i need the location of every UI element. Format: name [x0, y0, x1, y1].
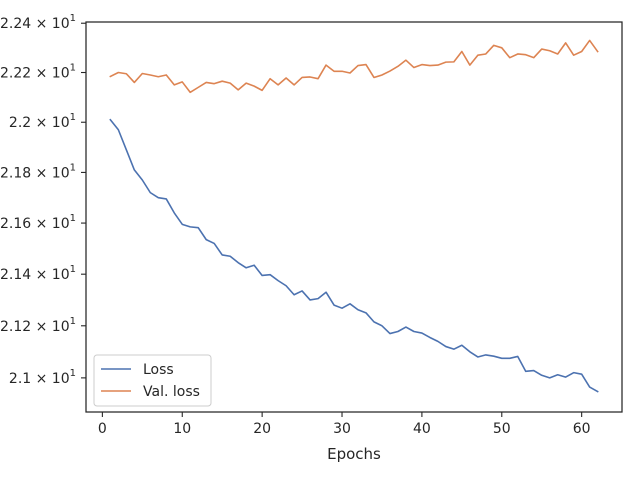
x-tick-label: 30 — [333, 421, 351, 437]
x-axis-title: Epochs — [327, 445, 381, 463]
y-tick-label: 2.1 × 101 — [9, 368, 76, 387]
legend-label-val-loss: Val. loss — [143, 384, 200, 400]
legend-box — [93, 354, 212, 407]
series-layer — [109, 39, 599, 393]
y-tick-label: 2.18 × 101 — [0, 162, 76, 181]
x-tick-label: 60 — [573, 421, 591, 437]
x-axis: 0 10 20 30 40 50 60 — [98, 412, 591, 437]
x-tick-label: 20 — [253, 421, 271, 437]
series-line-loss — [109, 118, 599, 393]
y-tick-label: 2.2 × 101 — [9, 112, 76, 131]
x-tick-label: 10 — [173, 421, 191, 437]
x-tick-label: 40 — [413, 421, 431, 437]
y-tick-label: 2.16 × 101 — [0, 213, 76, 232]
legend: Loss Val. loss — [93, 354, 212, 407]
series-line-val-loss — [109, 39, 599, 94]
y-tick-label: 2.14 × 101 — [0, 264, 76, 283]
x-tick-label: 0 — [98, 421, 107, 437]
y-tick-label: 2.22 × 101 — [0, 63, 76, 82]
y-axis: 2.1 × 101 2.12 × 101 2.14 × 101 2.16 × 101 2… — [0, 13, 86, 387]
y-tick-label: 2.12 × 101 — [0, 316, 76, 335]
legend-label-loss: Loss — [143, 362, 174, 378]
y-tick-label: 2.24 × 101 — [0, 13, 76, 32]
plot-area-frame — [85, 21, 623, 413]
x-tick-label: 50 — [493, 421, 511, 437]
